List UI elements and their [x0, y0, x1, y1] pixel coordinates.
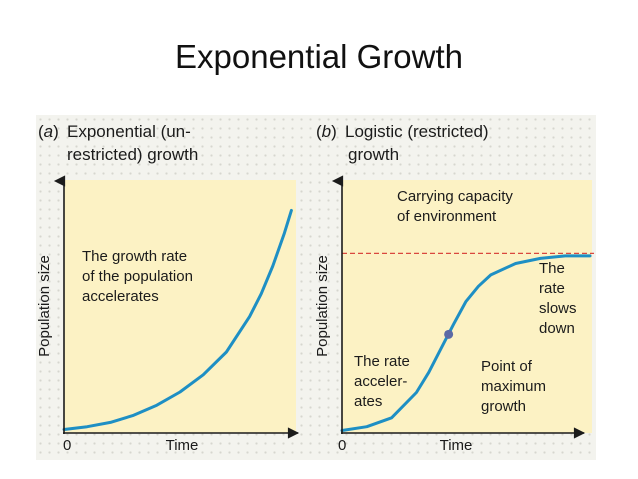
slide-title: Exponential Growth — [175, 38, 463, 75]
panel-b-letter-text: b — [322, 122, 331, 141]
panel-a-y-axis-label: Population size — [36, 255, 53, 357]
panel-b-max-growth-label-line-2: maximum — [481, 378, 546, 395]
panel-b-slows-label-line-1: The — [539, 260, 565, 277]
panel-b-title-line-2: growth — [348, 145, 399, 164]
panel-b-capacity-label-line-2: of environment — [397, 208, 497, 225]
panel-a-letter-text: a — [44, 122, 53, 141]
panel-b-x-tick-0: 0 — [338, 437, 346, 454]
panel-b-title-line-1: Logistic (restricted) — [345, 122, 489, 141]
panel-b-y-axis-label: Population size — [314, 255, 331, 357]
panel-a-x-axis-label: Time — [166, 437, 199, 454]
panel-b-plot-area — [342, 180, 592, 433]
panel-b-capacity-label-line-1: Carrying capacity — [397, 188, 513, 205]
panel-a-plot-area — [64, 180, 296, 433]
chart-svg: (a) Exponential (un- restricted) growth … — [36, 122, 594, 454]
panel-a-curve — [62, 208, 293, 431]
panel-a-exponential: (a) Exponential (un- restricted) growth … — [36, 122, 300, 454]
panel-b-letter: (b) — [316, 122, 337, 141]
panel-b-accelerates-label-line-3: ates — [354, 393, 382, 410]
panel-b-max-growth-label-line-3: growth — [481, 398, 526, 415]
panel-b-accelerates-label-line-1: The rate — [354, 353, 410, 370]
figure: (a) Exponential (un- restricted) growth … — [36, 115, 596, 460]
panel-b-slows-label-line-4: down — [539, 320, 575, 337]
panel-a-title-line-2: restricted) growth — [67, 145, 198, 164]
panel-b-inflection-point — [444, 329, 454, 339]
panel-a-title-line-1: Exponential (un- — [67, 122, 191, 141]
panel-b-x-axis-label: Time — [440, 437, 473, 454]
panel-a-annotation-line-3: accelerates — [82, 288, 159, 305]
panel-a-x-tick-0: 0 — [63, 437, 71, 454]
panel-b-curve — [340, 254, 592, 432]
panel-b-slows-label-line-2: rate — [539, 280, 565, 297]
panel-b-accelerates-label-line-2: acceler- — [354, 373, 407, 390]
panel-b-max-growth-label-line-1: Point of — [481, 358, 533, 375]
panel-a-letter: (a) — [38, 122, 59, 141]
panel-a-annotation-line-2: of the population — [82, 268, 193, 285]
panel-b-logistic: (b) Logistic (restricted) growth 0 Time … — [314, 122, 594, 454]
panel-b-slows-label-line-3: slows — [539, 300, 577, 317]
panel-a-annotation-line-1: The growth rate — [82, 248, 187, 265]
